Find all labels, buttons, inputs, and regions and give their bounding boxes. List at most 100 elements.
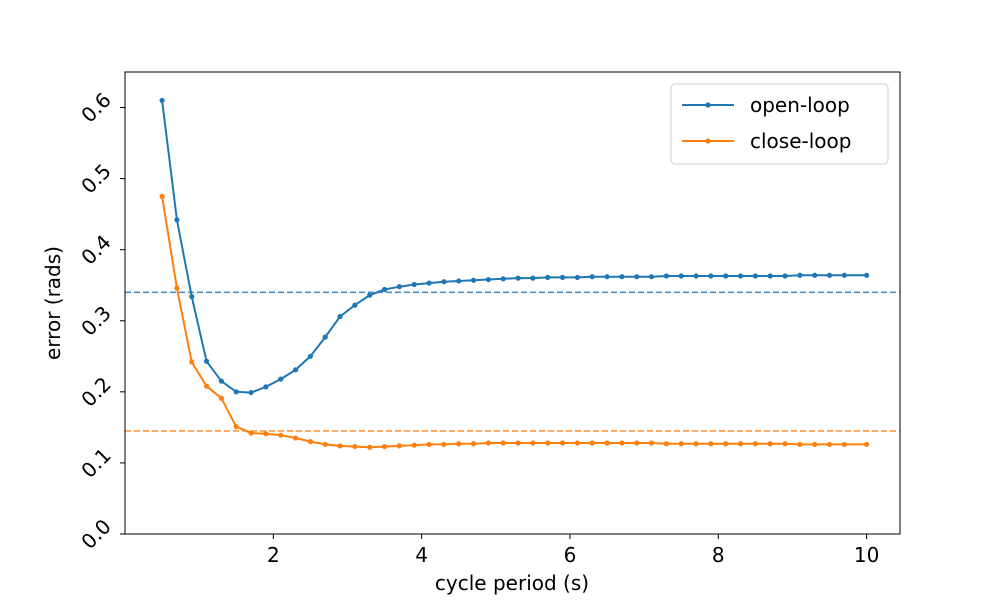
data-point-open-loop-44 — [812, 272, 818, 278]
data-point-close-loop-30 — [604, 440, 610, 446]
legend-label-open-loop: open-loop — [750, 93, 850, 117]
data-point-open-loop-38 — [723, 273, 729, 279]
data-point-open-loop-28 — [574, 274, 580, 281]
data-point-open-loop-1 — [174, 217, 180, 223]
data-point-open-loop-37 — [708, 273, 714, 279]
data-point-open-loop-25 — [530, 275, 536, 281]
data-point-open-loop-5 — [233, 389, 239, 395]
data-point-open-loop-12 — [337, 313, 343, 320]
data-point-close-loop-6 — [248, 430, 254, 436]
data-point-close-loop-10 — [307, 439, 314, 445]
data-point-close-loop-11 — [322, 441, 328, 448]
data-point-open-loop-31 — [619, 274, 625, 280]
data-point-close-loop-31 — [619, 440, 625, 446]
data-point-close-loop-25 — [530, 440, 536, 446]
data-point-close-loop-22 — [485, 440, 491, 446]
legend: open-loop close-loop — [670, 83, 889, 165]
data-point-close-loop-24 — [515, 440, 521, 446]
data-point-close-loop-4 — [218, 395, 225, 401]
x-tick-label: 6 — [564, 543, 577, 567]
x-tick-label: 2 — [267, 543, 280, 567]
data-point-close-loop-46 — [841, 441, 847, 448]
data-point-close-loop-38 — [723, 441, 729, 447]
data-point-close-loop-16 — [396, 443, 403, 449]
data-point-close-loop-39 — [737, 441, 744, 447]
data-point-close-loop-1 — [174, 285, 180, 291]
data-point-open-loop-46 — [841, 272, 847, 278]
series-layer — [159, 97, 870, 450]
plot-frame — [124, 71, 901, 535]
data-point-close-loop-7 — [263, 431, 269, 437]
data-point-close-loop-9 — [292, 435, 299, 441]
data-point-open-loop-41 — [767, 273, 773, 279]
x-tick-label: 8 — [712, 543, 725, 567]
data-point-close-loop-17 — [411, 442, 417, 448]
x-tick-label: 4 — [415, 543, 428, 567]
y-axis-label: error (rads) — [41, 246, 65, 360]
data-point-close-loop-26 — [545, 440, 551, 446]
data-point-open-loop-16 — [396, 284, 403, 290]
data-point-close-loop-44 — [812, 441, 818, 448]
data-point-open-loop-21 — [470, 277, 477, 283]
data-point-close-loop-37 — [708, 441, 714, 447]
data-point-open-loop-36 — [693, 273, 699, 279]
data-point-close-loop-33 — [648, 440, 655, 446]
data-point-open-loop-45 — [826, 272, 833, 278]
data-point-open-loop-33 — [648, 274, 655, 280]
data-point-close-loop-32 — [634, 440, 640, 446]
data-point-open-loop-26 — [545, 274, 551, 281]
data-point-open-loop-9 — [292, 367, 299, 373]
data-point-open-loop-11 — [322, 334, 328, 340]
data-point-close-loop-41 — [767, 441, 773, 447]
data-point-open-loop-47 — [864, 272, 870, 278]
data-point-open-loop-42 — [782, 273, 788, 279]
data-point-open-loop-10 — [307, 353, 314, 359]
data-point-open-loop-43 — [797, 272, 803, 278]
data-point-close-loop-5 — [233, 424, 239, 430]
data-point-close-loop-34 — [663, 441, 669, 447]
data-point-open-loop-24 — [515, 275, 521, 281]
data-point-close-loop-13 — [352, 443, 358, 450]
data-point-close-loop-28 — [574, 440, 580, 446]
data-point-open-loop-4 — [218, 378, 225, 384]
data-point-open-loop-34 — [663, 273, 669, 279]
data-point-open-loop-14 — [367, 292, 373, 298]
data-point-open-loop-27 — [559, 274, 566, 281]
data-point-open-loop-18 — [426, 280, 432, 286]
data-point-close-loop-8 — [278, 432, 284, 438]
data-point-open-loop-0 — [159, 97, 165, 104]
data-point-close-loop-12 — [337, 443, 343, 449]
data-point-close-loop-45 — [826, 441, 833, 448]
data-point-close-loop-19 — [441, 441, 447, 448]
data-point-open-loop-13 — [352, 302, 358, 308]
data-point-close-loop-47 — [864, 441, 870, 448]
data-point-open-loop-35 — [678, 273, 684, 279]
data-point-open-loop-2 — [189, 294, 195, 300]
data-point-open-loop-15 — [381, 286, 388, 293]
data-point-close-loop-29 — [589, 440, 595, 446]
data-point-close-loop-21 — [470, 441, 477, 447]
data-point-close-loop-14 — [367, 444, 373, 450]
data-point-open-loop-23 — [500, 276, 506, 282]
data-point-open-loop-17 — [411, 281, 417, 288]
data-point-close-loop-3 — [203, 383, 210, 389]
data-point-close-loop-35 — [678, 441, 684, 447]
data-point-open-loop-19 — [441, 279, 447, 285]
data-point-open-loop-40 — [752, 273, 758, 279]
data-point-open-loop-39 — [737, 273, 744, 279]
data-point-open-loop-3 — [203, 358, 210, 364]
data-point-close-loop-2 — [189, 359, 195, 365]
data-point-open-loop-22 — [485, 276, 491, 283]
data-point-open-loop-30 — [604, 274, 610, 280]
data-point-close-loop-18 — [426, 441, 432, 448]
data-point-close-loop-0 — [159, 193, 165, 199]
data-point-close-loop-27 — [559, 440, 566, 446]
data-point-open-loop-32 — [634, 274, 640, 280]
data-point-close-loop-15 — [381, 443, 388, 450]
data-point-close-loop-20 — [456, 441, 462, 447]
data-point-open-loop-7 — [263, 384, 269, 390]
data-point-close-loop-23 — [500, 440, 506, 446]
data-point-open-loop-8 — [278, 376, 284, 382]
data-point-open-loop-20 — [456, 278, 462, 284]
legend-marker-open-loop — [705, 102, 711, 108]
